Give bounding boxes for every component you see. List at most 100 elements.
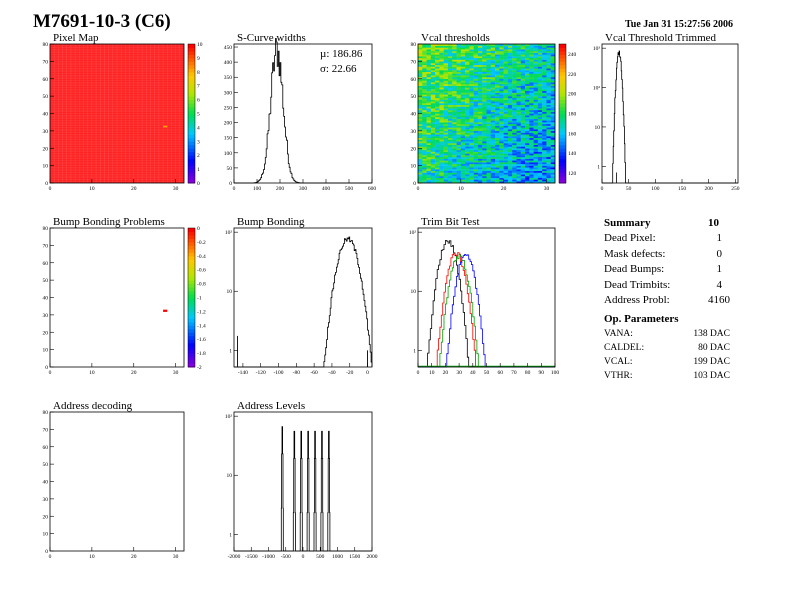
vcal-cell xyxy=(473,89,479,92)
vcal_thr-palette-cell xyxy=(559,130,566,135)
vcal-cell xyxy=(443,130,449,133)
vcal-cell xyxy=(525,101,530,104)
vcal-cell xyxy=(507,125,513,128)
vcal-cell xyxy=(482,170,487,173)
vcal-cell xyxy=(473,103,479,106)
op-param-value: 199 DAC xyxy=(693,357,730,367)
vcal-cell xyxy=(503,111,509,114)
bump_bonding-ytick-label: 1 xyxy=(229,348,232,354)
pixel_map-xtick-label: 10 xyxy=(89,186,95,192)
vcal-cell xyxy=(486,155,491,158)
vcal-cell xyxy=(447,153,453,156)
vcal-cell xyxy=(490,155,496,158)
vcal-cell xyxy=(435,132,440,135)
vcal-cell xyxy=(537,181,543,184)
vcal-cell xyxy=(447,144,453,147)
vcal-cell xyxy=(447,92,453,95)
vcal-cell xyxy=(469,47,474,50)
vcal-cell xyxy=(495,151,500,154)
vcal-cell xyxy=(537,134,543,137)
vcal-cell xyxy=(447,134,453,137)
vcal-cell xyxy=(465,149,470,152)
vcal-cell xyxy=(546,66,551,69)
vcal-cell xyxy=(550,136,556,139)
vcal-cell xyxy=(546,149,551,152)
vcal-cell xyxy=(439,82,444,85)
vcal-cell xyxy=(542,129,547,132)
vcal-cell xyxy=(460,97,466,100)
vcal-cell xyxy=(495,129,500,132)
vcal-cell xyxy=(546,63,551,66)
vcal-cell xyxy=(418,57,423,60)
bump_problems-plot: 0-0.2-0.4-0.6-0.8-1-1.2-1.4-1.6-1.8-20 10… xyxy=(43,226,206,376)
vcal-cell xyxy=(439,99,444,102)
vcal-cell xyxy=(447,49,453,52)
vcal-cell xyxy=(537,149,543,152)
vcal-cell xyxy=(499,66,504,69)
vcal-cell xyxy=(430,129,436,132)
vcal-cell xyxy=(507,64,513,67)
vcal-cell xyxy=(537,94,543,97)
vcal-cell xyxy=(452,130,457,133)
vcal-cell xyxy=(443,127,449,130)
vcal-cell xyxy=(482,66,487,69)
vcal-cell xyxy=(447,110,453,112)
vcal-cell xyxy=(418,49,423,52)
vcal-cell xyxy=(486,165,491,168)
vcal-cell xyxy=(507,149,513,152)
vcal-cell xyxy=(529,174,534,177)
vcal-cell xyxy=(435,174,440,177)
vcal-cell xyxy=(486,122,491,125)
vcal-cell xyxy=(499,163,504,166)
vcal-cell xyxy=(542,103,547,106)
vcal-cell xyxy=(482,132,487,135)
vcal-cell xyxy=(516,127,521,130)
vcal-cell xyxy=(465,56,470,59)
vcal-cell xyxy=(516,49,521,52)
vcal-cell xyxy=(542,136,547,139)
vcal-cell xyxy=(460,130,466,133)
vcal-cell xyxy=(516,101,521,104)
vcal-cell xyxy=(550,47,556,50)
vcal-cell xyxy=(447,162,453,165)
vcal_thr-palette-cell xyxy=(559,61,566,66)
vcal-cell xyxy=(550,106,556,109)
vcal-cell xyxy=(422,68,427,71)
vcal-cell xyxy=(529,165,534,168)
vcal-cell xyxy=(503,123,509,126)
vcal-cell xyxy=(503,125,509,128)
vcal-cell xyxy=(469,137,474,140)
vcal-cell xyxy=(456,113,462,116)
vcal-cell xyxy=(473,127,479,130)
vcal-cell xyxy=(418,113,423,116)
vcal-cell xyxy=(507,165,513,168)
vcal-cell xyxy=(533,167,539,170)
vcal-cell xyxy=(542,160,547,163)
vcal-cell xyxy=(533,122,539,125)
vcal-cell xyxy=(550,108,556,111)
vcal-cell xyxy=(456,97,462,100)
bump_problems-palette-cell xyxy=(188,248,195,253)
vcal-cell xyxy=(426,103,432,106)
vcal-cell xyxy=(452,176,457,178)
vcal-cell xyxy=(482,94,487,97)
vcal-cell xyxy=(503,153,509,156)
vcal-cell xyxy=(529,75,534,78)
vcal-cell xyxy=(439,92,444,95)
vcal-cell xyxy=(507,75,513,78)
vcal-cell xyxy=(550,75,556,78)
vcal-cell xyxy=(546,78,551,81)
vcal-cell xyxy=(477,130,483,133)
vcal-cell xyxy=(529,122,534,125)
bump_problems-palette-label: -1.2 xyxy=(197,309,206,315)
vcal-cell xyxy=(486,153,491,156)
vcal-cell xyxy=(435,151,440,154)
vcal-cell xyxy=(499,80,504,83)
vcal-cell xyxy=(473,136,479,139)
vcal-cell xyxy=(469,85,474,88)
vcal-cell xyxy=(507,139,513,142)
vcal-cell xyxy=(546,155,551,158)
vcal-cell xyxy=(529,85,534,88)
vcal-cell xyxy=(537,89,543,92)
vcal-cell xyxy=(477,50,483,53)
